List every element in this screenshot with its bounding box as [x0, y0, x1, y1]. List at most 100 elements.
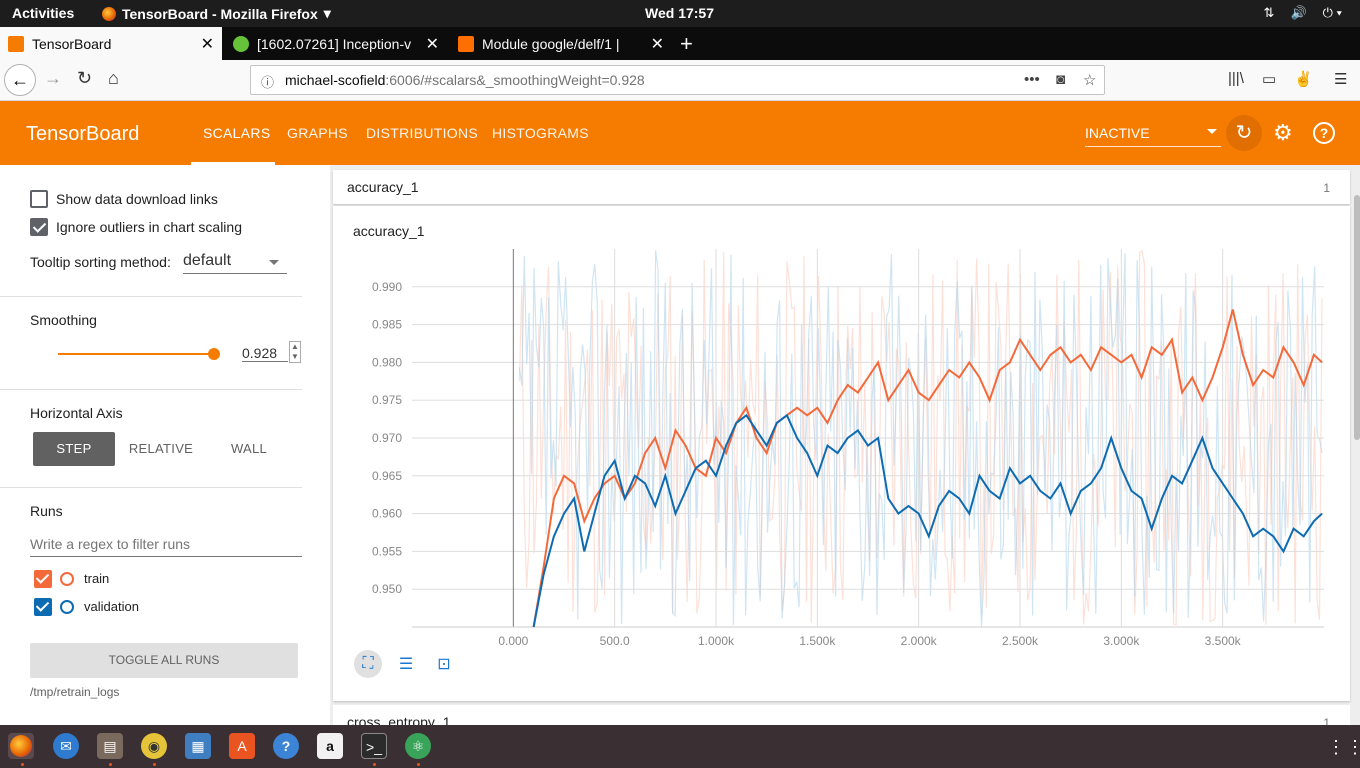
- y-tick-label: 0.980: [372, 355, 402, 369]
- amazon-dock-icon[interactable]: a: [317, 733, 343, 759]
- active-tab-indicator: [191, 162, 275, 165]
- tooltip-sorting-label: Tooltip sorting method:: [30, 254, 171, 270]
- terminal-dock-icon[interactable]: >_: [361, 733, 387, 759]
- tab-title: Module google/delf/1 |: [482, 35, 620, 52]
- close-icon[interactable]: ✕: [200, 36, 214, 53]
- gear-icon[interactable]: ⚙: [1273, 120, 1293, 145]
- sidebar: Show data download links Ignore outliers…: [0, 165, 330, 725]
- tooltip-sorting-select[interactable]: default: [183, 252, 287, 274]
- fullscreen-icon[interactable]: ⛶: [354, 650, 382, 678]
- y-tick-label: 0.955: [372, 544, 402, 558]
- new-tab-button[interactable]: +: [680, 31, 693, 56]
- help-icon[interactable]: ?: [1313, 122, 1335, 144]
- browser-tab-delf[interactable]: Module google/delf/1 | ✕: [450, 27, 672, 60]
- browser-tab-inception[interactable]: [1602.07261] Inception-v ✕: [225, 27, 447, 60]
- x-tick-label: 0.000: [498, 634, 528, 648]
- thunderbird-dock-icon[interactable]: ✉: [53, 733, 79, 759]
- y-tick-label: 0.975: [372, 393, 402, 407]
- network-icon: ⇅: [1263, 5, 1275, 20]
- extension-icon[interactable]: ✌: [1294, 71, 1313, 88]
- run-validation-checkbox[interactable]: [34, 598, 52, 616]
- y-tick-label: 0.960: [372, 507, 402, 521]
- back-button[interactable]: ←: [4, 64, 36, 96]
- sidebar-icon[interactable]: ▭: [1262, 71, 1277, 88]
- pocket-icon[interactable]: ◙: [1056, 71, 1066, 88]
- tab-graphs[interactable]: GRAPHS: [287, 125, 348, 141]
- files-dock-icon[interactable]: ▤: [97, 733, 123, 759]
- reload-button[interactable]: ↻: [77, 68, 93, 88]
- tfhub-favicon-icon: [458, 35, 474, 52]
- run-train-color-circle[interactable]: [60, 572, 74, 586]
- axis-relative-button[interactable]: RELATIVE: [128, 441, 194, 456]
- tab-title: [1602.07261] Inception-v: [257, 35, 412, 52]
- run-train-checkbox[interactable]: [34, 570, 52, 588]
- x-tick-label: 2.500k: [1002, 634, 1039, 648]
- chevron-down-icon: [1207, 129, 1217, 134]
- atom-dock-icon[interactable]: ⚛: [405, 733, 431, 759]
- show-download-checkbox[interactable]: [30, 190, 48, 208]
- volume-icon: 🔊: [1290, 5, 1307, 20]
- tab-scalars[interactable]: SCALARS: [203, 125, 271, 141]
- log-scale-icon[interactable]: ☰: [398, 656, 414, 673]
- horizontal-axis-label: Horizontal Axis: [30, 405, 123, 421]
- bookmark-star-icon[interactable]: ☆: [1083, 72, 1097, 89]
- axis-wall-button[interactable]: WALL: [230, 441, 268, 456]
- page-actions-icon[interactable]: •••: [1024, 71, 1040, 88]
- fit-domain-icon[interactable]: ⊡: [437, 656, 451, 673]
- divider: [0, 296, 302, 297]
- clock[interactable]: Wed 17:57: [645, 5, 714, 21]
- y-tick-label: 0.985: [372, 318, 402, 332]
- x-tick-label: 3.000k: [1103, 634, 1140, 648]
- app-menu[interactable]: TensorBoard - Mozilla Firefox ▾: [102, 5, 331, 22]
- power-icon: ⏻ ▾: [1322, 5, 1342, 20]
- rhythmbox-dock-icon[interactable]: ◉: [141, 733, 167, 759]
- help-dock-icon[interactable]: ?: [273, 733, 299, 759]
- tab-distributions[interactable]: DISTRIBUTIONS: [366, 125, 479, 141]
- smoothing-stepper[interactable]: ▲ ▼: [289, 341, 301, 363]
- show-applications-icon[interactable]: ⋮⋮⋮: [1327, 737, 1360, 757]
- tab-histograms[interactable]: HISTOGRAMS: [492, 125, 589, 141]
- brand-title: TensorBoard: [26, 123, 140, 145]
- smoothing-input[interactable]: 0.928: [242, 345, 288, 362]
- ignore-outliers-label: Ignore outliers in chart scaling: [56, 219, 242, 235]
- inactive-dropdown-label: INACTIVE: [1085, 125, 1150, 141]
- smoothing-slider-handle[interactable]: [208, 348, 220, 360]
- system-tray[interactable]: ⇅ 🔊 ⏻ ▾: [1264, 5, 1342, 21]
- home-button[interactable]: ⌂: [108, 68, 119, 88]
- chart-controls: ⛶ ☰ ⊡: [354, 650, 458, 678]
- activities-button[interactable]: Activities: [12, 5, 75, 21]
- hamburger-menu-icon[interactable]: ☰: [1334, 71, 1348, 88]
- software-center-dock-icon[interactable]: A: [229, 733, 255, 759]
- runs-regex-input[interactable]: Write a regex to filter runs: [30, 536, 302, 557]
- y-tick-label: 0.965: [372, 469, 402, 483]
- axis-step-button[interactable]: STEP: [33, 432, 115, 466]
- smoothing-slider-track[interactable]: [58, 353, 214, 355]
- show-download-label: Show data download links: [56, 191, 218, 207]
- inactive-dropdown[interactable]: INACTIVE: [1085, 125, 1221, 147]
- close-icon[interactable]: ✕: [650, 36, 664, 53]
- reload-data-button[interactable]: ↻: [1226, 115, 1262, 151]
- category-count: 1: [1323, 716, 1330, 730]
- libreoffice-writer-dock-icon[interactable]: ▦: [185, 733, 211, 759]
- scrollbar[interactable]: [1354, 195, 1360, 440]
- library-icon[interactable]: |||\: [1228, 70, 1244, 87]
- url-bar[interactable]: ⓘ michael-scofield:6006/#scalars&_smooth…: [250, 65, 1105, 95]
- divider: [0, 389, 302, 390]
- forward-button[interactable]: →: [44, 68, 62, 88]
- smoothing-label: Smoothing: [30, 312, 97, 328]
- ignore-outliers-checkbox[interactable]: [30, 218, 48, 236]
- browser-tab-tensorboard[interactable]: TensorBoard ✕: [0, 27, 222, 60]
- accuracy-chart[interactable]: 0.990 0.985 0.980 0.975 0.970 0.965 0.960 0.955…: [332, 241, 1342, 651]
- tensorboard-favicon-icon: [8, 35, 24, 52]
- info-icon[interactable]: ⓘ: [261, 75, 275, 90]
- category-name: accuracy_1: [347, 179, 419, 195]
- navigation-bar: ← → ↻ ⌂ ⓘ michael-scofield:6006/#scalars…: [0, 60, 1360, 101]
- category-header[interactable]: accuracy_1 1: [333, 170, 1350, 204]
- chart-title: accuracy_1: [353, 223, 425, 239]
- toggle-all-runs-button[interactable]: TOGGLE ALL RUNS: [30, 643, 298, 678]
- logdir-path: /tmp/retrain_logs: [30, 685, 120, 699]
- run-validation-color-circle[interactable]: [60, 600, 74, 614]
- close-icon[interactable]: ✕: [425, 36, 439, 53]
- firefox-dock-icon[interactable]: [8, 733, 34, 759]
- firefox-icon: [102, 6, 116, 21]
